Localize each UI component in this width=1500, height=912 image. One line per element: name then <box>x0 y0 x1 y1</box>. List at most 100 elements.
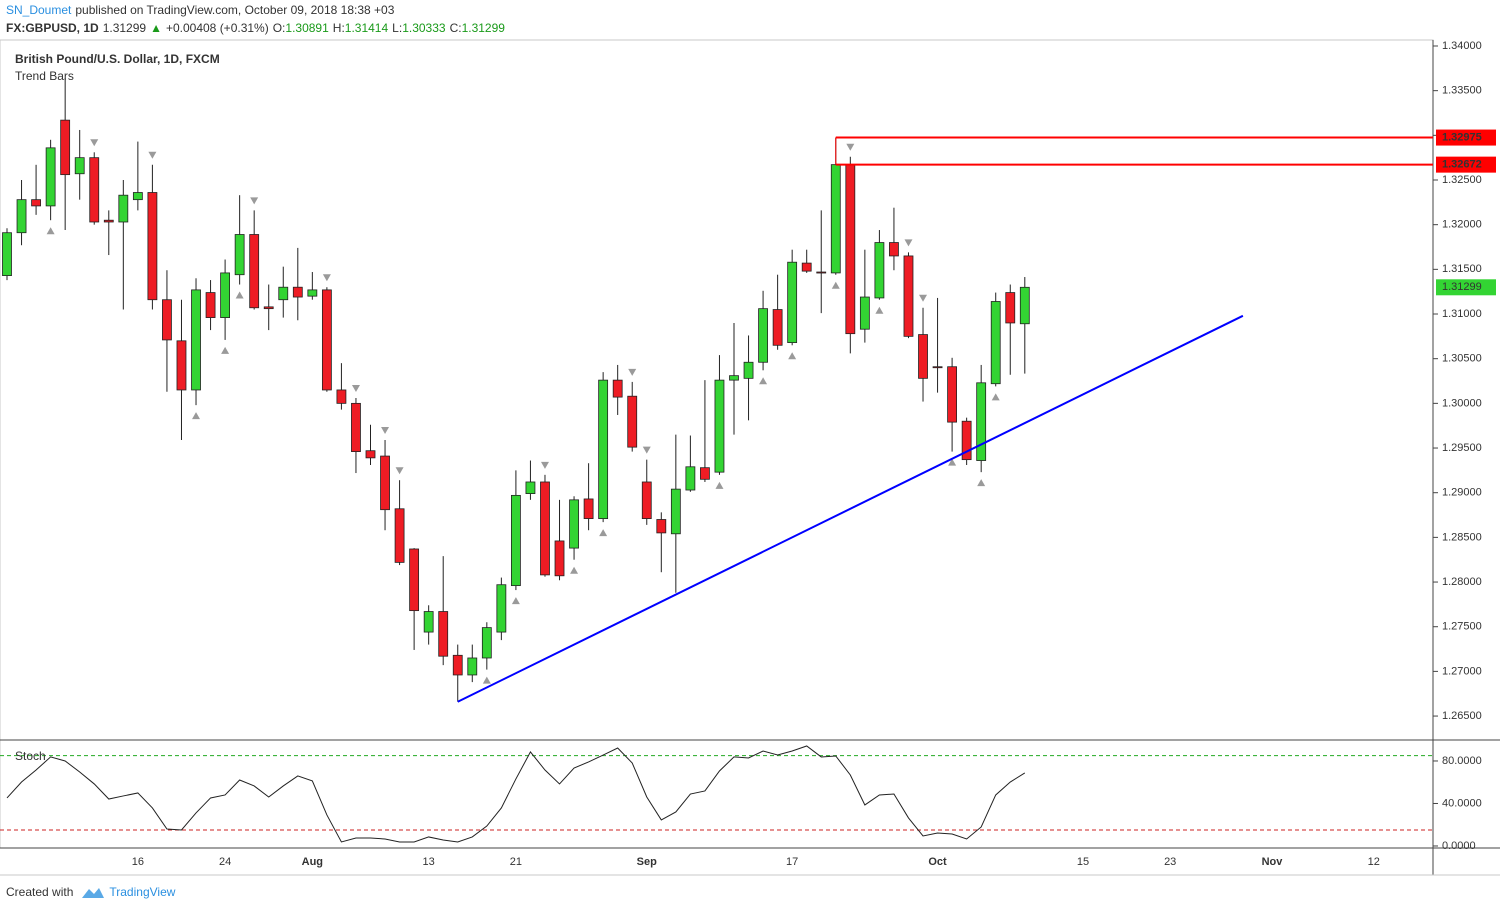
pivot-low-marker <box>570 566 579 574</box>
candle-body <box>394 508 405 563</box>
open-value: 1.30891 <box>285 21 329 35</box>
candle-body <box>932 366 943 369</box>
candle-body <box>830 164 841 274</box>
candle-body <box>60 119 71 176</box>
x-tick-label: 21 <box>510 856 522 868</box>
candle-body <box>176 340 187 391</box>
candle-body <box>889 242 899 257</box>
pivot-low-marker <box>831 281 840 289</box>
candle-body <box>801 262 812 272</box>
candle-body <box>758 308 768 363</box>
candle-body <box>874 242 885 299</box>
y-tick-label: 1.28500 <box>1442 531 1482 543</box>
y-tick-label: 1.31000 <box>1442 308 1482 320</box>
plot-area <box>0 78 1433 843</box>
pivot-high-marker <box>322 274 331 282</box>
candle-body <box>89 157 100 223</box>
candle-body <box>627 395 638 448</box>
chart-title: British Pound/U.S. Dollar, 1D, FXCM <box>15 52 220 66</box>
candle-body <box>976 382 987 461</box>
open-label: O: <box>272 21 286 35</box>
candle-body <box>540 481 550 576</box>
pivot-low-marker <box>511 597 520 605</box>
price-label: 1.32975 <box>1442 131 1482 143</box>
candle-body <box>249 234 260 309</box>
candle-body <box>845 164 856 335</box>
x-tick-label: 16 <box>132 856 144 868</box>
author-link[interactable]: SN_Doumet <box>6 3 72 17</box>
candle-body <box>700 467 710 480</box>
candle-body <box>409 548 420 612</box>
candle-body <box>45 147 56 207</box>
candle-body <box>510 494 521 587</box>
candle-body <box>787 261 798 344</box>
y-tick-label: 1.34000 <box>1442 40 1482 52</box>
pivot-high-marker <box>90 139 99 147</box>
pivot-low-marker <box>991 393 1000 401</box>
candle-body <box>132 192 143 201</box>
pivot-high-marker <box>540 461 549 469</box>
candle-body <box>31 199 41 207</box>
price-label-box <box>1436 129 1496 146</box>
pivot-low-marker <box>235 291 244 299</box>
pivot-low-marker <box>715 481 724 489</box>
candle-body <box>438 611 449 657</box>
x-tick-label: Nov <box>1262 856 1284 868</box>
created-with: Created with <box>6 885 74 899</box>
candle-body <box>525 481 536 494</box>
candle-body <box>685 466 696 491</box>
candle-body <box>162 299 172 341</box>
candle-body <box>656 519 667 534</box>
high-label: H: <box>332 21 345 35</box>
pivot-low-marker <box>875 306 884 314</box>
x-tick-label: Aug <box>302 856 323 868</box>
footer: Created with TradingView <box>6 885 175 899</box>
pivot-high-marker <box>846 143 855 151</box>
candle-body <box>2 232 12 276</box>
candle-body <box>380 455 390 511</box>
candle-body <box>816 271 827 274</box>
price-label-box <box>1436 156 1496 173</box>
candle-body <box>365 450 376 459</box>
y-tick-label: 1.28000 <box>1442 576 1482 588</box>
y-tick-label: 1.27000 <box>1442 665 1482 677</box>
candle-body <box>292 286 303 298</box>
candle-body <box>103 219 114 223</box>
candle-body <box>496 584 507 633</box>
low-label: L: <box>392 21 403 35</box>
candle-body <box>743 361 754 379</box>
brand-link[interactable]: TradingView <box>81 885 175 899</box>
candle-body <box>554 540 565 577</box>
candle-body <box>903 255 914 337</box>
x-tick-label: Oct <box>928 856 947 868</box>
trend-line <box>457 314 1244 703</box>
y-tick-label: 1.29500 <box>1442 442 1482 454</box>
header-line-2: FX:GBPUSD, 1D 1.31299 ▲ +0.00408 (+0.31%… <box>6 21 505 35</box>
pivot-high-marker <box>148 151 157 159</box>
candle-body <box>234 234 245 276</box>
y-tick-label: 1.30500 <box>1442 353 1482 365</box>
y-tick-label: 40.0000 <box>1442 797 1482 809</box>
x-tick-label: 23 <box>1164 856 1176 868</box>
pivot-high-marker <box>628 368 637 376</box>
y-tick-label: 1.32000 <box>1442 219 1482 231</box>
up-arrow-icon: ▲ <box>150 21 162 35</box>
candle-body <box>583 498 594 520</box>
candle-body <box>205 292 216 318</box>
candle-body <box>990 301 1001 385</box>
y-tick-label: 1.29000 <box>1442 487 1482 499</box>
pivot-high-marker <box>919 294 928 302</box>
candle-body <box>641 481 652 520</box>
pivot-high-marker <box>395 467 404 475</box>
x-tick-label: 13 <box>423 856 435 868</box>
candle-body <box>714 379 725 473</box>
y-tick-label: 80.0000 <box>1442 755 1482 767</box>
candle-body <box>220 272 231 318</box>
candle-body <box>729 375 739 381</box>
candle-body <box>452 654 463 676</box>
pivot-low-marker <box>221 346 230 354</box>
candle-body <box>467 657 478 676</box>
symbol: FX:GBPUSD, 1D <box>6 21 99 35</box>
